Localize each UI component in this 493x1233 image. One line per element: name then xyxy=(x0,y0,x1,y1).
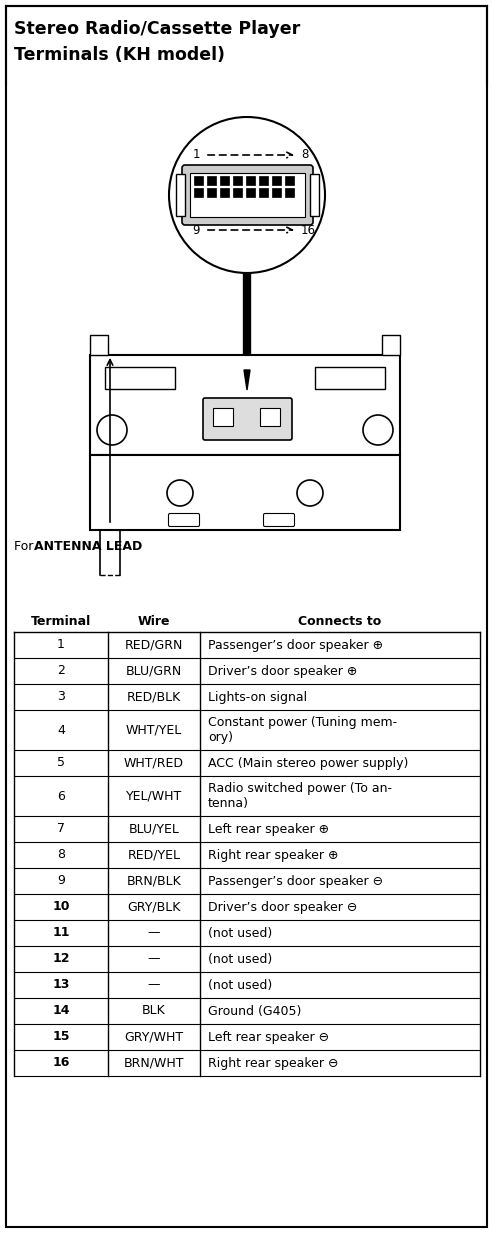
FancyBboxPatch shape xyxy=(182,165,313,224)
Text: 8: 8 xyxy=(57,848,65,862)
Text: For: For xyxy=(14,540,37,552)
Text: (not used): (not used) xyxy=(208,979,272,991)
Text: Stereo Radio/Cassette Player: Stereo Radio/Cassette Player xyxy=(14,20,300,38)
Text: Left rear speaker ⊕: Left rear speaker ⊕ xyxy=(208,822,329,836)
Text: Passenger’s door speaker ⊕: Passenger’s door speaker ⊕ xyxy=(208,639,383,651)
FancyBboxPatch shape xyxy=(203,398,292,440)
Text: 7: 7 xyxy=(57,822,65,836)
Text: 16: 16 xyxy=(301,223,316,237)
Text: 4: 4 xyxy=(57,724,65,736)
Bar xyxy=(194,187,203,197)
Text: 3: 3 xyxy=(57,690,65,704)
Circle shape xyxy=(297,480,323,506)
Polygon shape xyxy=(244,370,250,390)
Bar xyxy=(90,455,400,530)
Text: Constant power (Tuning mem-
ory): Constant power (Tuning mem- ory) xyxy=(208,716,397,743)
Text: RED/YEL: RED/YEL xyxy=(128,848,180,862)
Text: GRY/BLK: GRY/BLK xyxy=(127,900,181,914)
Text: 12: 12 xyxy=(52,953,70,965)
Bar xyxy=(259,176,268,185)
Bar xyxy=(259,187,268,197)
Circle shape xyxy=(169,117,325,272)
Bar xyxy=(190,173,305,217)
Text: RED/BLK: RED/BLK xyxy=(127,690,181,704)
Text: Radio switched power (To an-
tenna): Radio switched power (To an- tenna) xyxy=(208,782,392,810)
Text: 10: 10 xyxy=(52,900,70,914)
Text: Ground (G405): Ground (G405) xyxy=(208,1005,301,1017)
Bar xyxy=(310,174,319,216)
Text: 16: 16 xyxy=(52,1057,70,1069)
Text: BLU/YEL: BLU/YEL xyxy=(129,822,179,836)
Text: 15: 15 xyxy=(52,1031,70,1043)
Text: 13: 13 xyxy=(52,979,70,991)
Text: Connects to: Connects to xyxy=(298,615,382,628)
Text: BLU/GRN: BLU/GRN xyxy=(126,665,182,677)
Bar xyxy=(220,176,229,185)
Circle shape xyxy=(97,416,127,445)
Text: YEL/WHT: YEL/WHT xyxy=(126,789,182,803)
Text: 6: 6 xyxy=(57,789,65,803)
FancyBboxPatch shape xyxy=(263,513,294,526)
Text: Passenger’s door speaker ⊖: Passenger’s door speaker ⊖ xyxy=(208,874,383,888)
Text: Right rear speaker ⊖: Right rear speaker ⊖ xyxy=(208,1057,339,1069)
Text: 2: 2 xyxy=(57,665,65,677)
Bar xyxy=(285,176,294,185)
FancyBboxPatch shape xyxy=(169,513,200,526)
Text: BRN/BLK: BRN/BLK xyxy=(127,874,181,888)
Text: 1: 1 xyxy=(57,639,65,651)
Circle shape xyxy=(167,480,193,506)
Text: ACC (Main stereo power supply): ACC (Main stereo power supply) xyxy=(208,757,408,769)
Text: —: — xyxy=(148,953,160,965)
Bar xyxy=(194,176,203,185)
Text: 5: 5 xyxy=(57,757,65,769)
Text: Wire: Wire xyxy=(138,615,170,628)
Bar xyxy=(285,187,294,197)
Bar xyxy=(90,335,108,355)
Text: 9: 9 xyxy=(192,223,200,237)
Text: BLK: BLK xyxy=(142,1005,166,1017)
Bar xyxy=(176,174,185,216)
Bar xyxy=(207,187,216,197)
Bar xyxy=(213,408,233,425)
Bar xyxy=(220,187,229,197)
Bar xyxy=(233,187,242,197)
Text: Left rear speaker ⊖: Left rear speaker ⊖ xyxy=(208,1031,329,1043)
Text: 14: 14 xyxy=(52,1005,70,1017)
Bar xyxy=(246,176,255,185)
Bar xyxy=(207,176,216,185)
Text: 8: 8 xyxy=(301,148,309,162)
Text: 1: 1 xyxy=(192,148,200,162)
Text: 11: 11 xyxy=(52,926,70,940)
Text: BRN/WHT: BRN/WHT xyxy=(124,1057,184,1069)
Text: —: — xyxy=(148,979,160,991)
Bar xyxy=(233,176,242,185)
Circle shape xyxy=(363,416,393,445)
Text: ANTENNA LEAD: ANTENNA LEAD xyxy=(34,540,142,552)
Text: WHT/RED: WHT/RED xyxy=(124,757,184,769)
Bar xyxy=(272,187,281,197)
Text: Terminals (KH model): Terminals (KH model) xyxy=(14,46,225,64)
Text: Right rear speaker ⊕: Right rear speaker ⊕ xyxy=(208,848,339,862)
Bar xyxy=(315,367,385,388)
Text: WHT/YEL: WHT/YEL xyxy=(126,724,182,736)
Bar xyxy=(105,367,175,388)
Text: Lights-on signal: Lights-on signal xyxy=(208,690,307,704)
Text: Terminal: Terminal xyxy=(31,615,91,628)
Bar xyxy=(382,335,400,355)
Text: —: — xyxy=(148,926,160,940)
Text: GRY/WHT: GRY/WHT xyxy=(124,1031,183,1043)
Text: Driver’s door speaker ⊕: Driver’s door speaker ⊕ xyxy=(208,665,357,677)
Bar xyxy=(246,187,255,197)
Text: Driver’s door speaker ⊖: Driver’s door speaker ⊖ xyxy=(208,900,357,914)
Text: (not used): (not used) xyxy=(208,926,272,940)
Bar xyxy=(260,408,280,425)
Bar xyxy=(90,355,400,455)
Bar xyxy=(272,176,281,185)
Text: RED/GRN: RED/GRN xyxy=(125,639,183,651)
Text: (not used): (not used) xyxy=(208,953,272,965)
Text: 9: 9 xyxy=(57,874,65,888)
